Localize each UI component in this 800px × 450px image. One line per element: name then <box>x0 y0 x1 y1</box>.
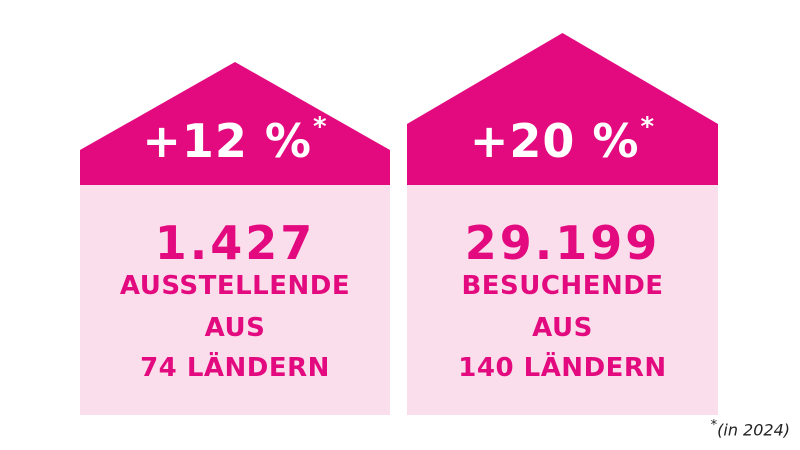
roof-shape <box>407 33 718 185</box>
roof-shape <box>80 62 390 185</box>
footnote-text: (in 2024) <box>717 420 790 440</box>
growth-exhibitors: +12 %* <box>80 114 390 164</box>
exhibitor-from: AUS <box>204 313 266 343</box>
house-visitors: +20 %* 29.199 BESUCHENDE AUS 140 LÄNDERN <box>407 0 718 415</box>
footnote: *(in 2024) <box>711 418 790 439</box>
roof-exhibitors <box>80 62 390 185</box>
footnote-marker: * <box>710 418 718 433</box>
exhibitor-countries: 74 LÄNDERN <box>140 353 330 383</box>
house-exhibitors: +12 %* 1.427 AUSSTELLENDE AUS 74 LÄNDERN <box>80 0 390 415</box>
growth-marker: * <box>313 112 328 142</box>
exhibitor-label: AUSSTELLENDE <box>119 271 351 301</box>
visitor-count: 29.199 <box>464 216 661 270</box>
body-visitors <box>407 185 718 415</box>
exhibitor-count: 1.427 <box>154 216 316 270</box>
visitor-countries: 140 LÄNDERN <box>458 353 667 383</box>
growth-value: +20 % <box>469 114 640 168</box>
growth-marker: * <box>640 112 656 142</box>
growth-visitors: +20 %* <box>407 114 718 164</box>
body-exhibitors <box>80 185 390 415</box>
visitor-from: AUS <box>532 313 593 343</box>
visitor-label: BESUCHENDE <box>461 271 664 301</box>
growth-value: +12 % <box>142 114 313 168</box>
roof-visitors <box>407 33 718 185</box>
